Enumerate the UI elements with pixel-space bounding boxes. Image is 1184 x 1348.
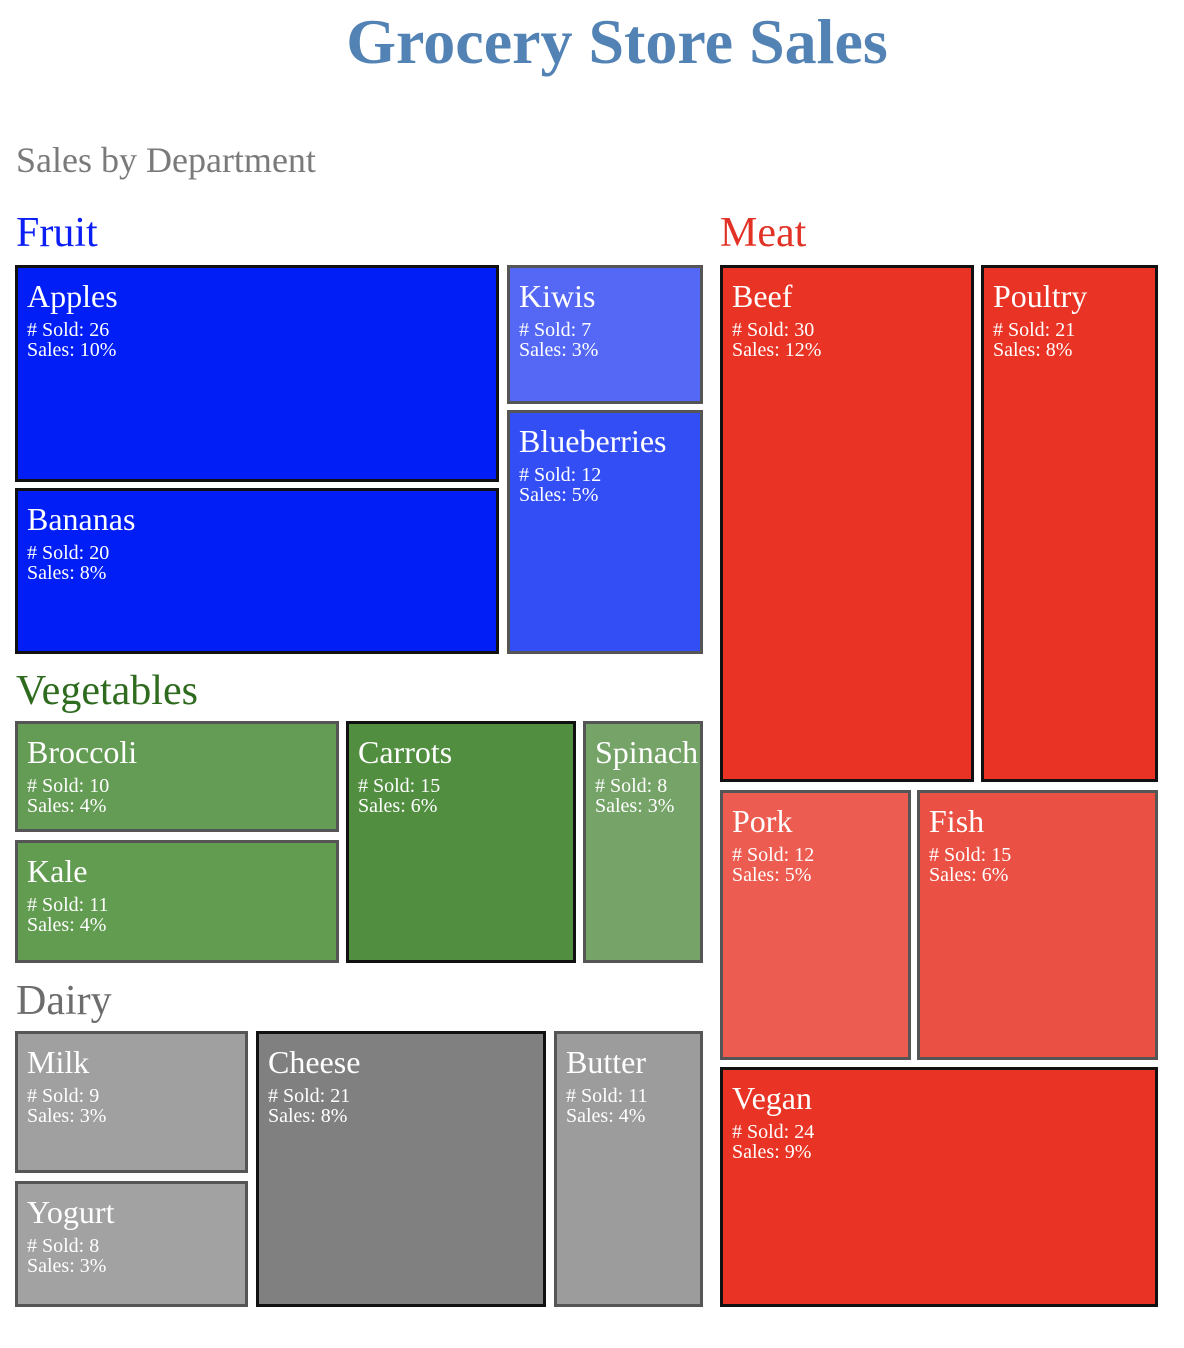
cell-sales-percent: Sales: 9% [732,1141,812,1163]
treemap-cell-spinach[interactable]: Spinach # Sold: 8 Sales: 3% [583,721,703,963]
cell-label: Fish [929,803,985,839]
cell-sales-percent: Sales: 8% [27,562,107,584]
cell-sold-count: # Sold: 11 [566,1085,648,1107]
cell-label: Vegan [732,1080,812,1116]
cell-sold-count: # Sold: 11 [27,894,109,916]
cell-label: Cheese [268,1044,361,1080]
cell-label: Apples [27,278,118,314]
cell-sales-percent: Sales: 4% [566,1105,646,1127]
cell-sales-percent: Sales: 6% [929,864,1009,886]
treemap-cell-yogurt[interactable]: Yogurt # Sold: 8 Sales: 3% [15,1181,248,1307]
cell-sales-percent: Sales: 5% [732,864,812,886]
cell-sold-count: # Sold: 21 [268,1085,351,1107]
treemap-cell-fish[interactable]: Fish # Sold: 15 Sales: 6% [917,790,1158,1060]
treemap-cell-kale[interactable]: Kale # Sold: 11 Sales: 4% [15,840,339,963]
cell-sold-count: # Sold: 8 [595,775,668,797]
cell-sales-percent: Sales: 3% [27,1105,107,1127]
cell-label: Broccoli [27,734,138,770]
cell-sold-count: # Sold: 9 [27,1085,100,1107]
cell-label: Kale [27,853,88,889]
cell-label: Bananas [27,501,136,537]
treemap-cell-cheese[interactable]: Cheese # Sold: 21 Sales: 8% [256,1031,546,1307]
cell-label: Butter [566,1044,646,1080]
cell-label: Yogurt [27,1194,115,1230]
treemap-cell-milk[interactable]: Milk # Sold: 9 Sales: 3% [15,1031,248,1173]
treemap-cell-apples[interactable]: Apples # Sold: 26 Sales: 10% [15,265,499,482]
cell-sold-count: # Sold: 21 [993,319,1076,341]
treemap-cell-beef[interactable]: Beef # Sold: 30 Sales: 12% [720,265,974,782]
cell-sold-count: # Sold: 20 [27,542,110,564]
cell-sold-count: # Sold: 7 [519,319,592,341]
group-label-vegetables: Vegetables [16,668,198,714]
cell-label: Kiwis [519,278,596,314]
cell-sold-count: # Sold: 10 [27,775,110,797]
treemap-cell-poultry[interactable]: Poultry # Sold: 21 Sales: 8% [981,265,1158,782]
treemap-cell-blueberries[interactable]: Blueberries # Sold: 12 Sales: 5% [507,410,703,654]
cell-sales-percent: Sales: 4% [27,795,107,817]
cell-label: Spinach [595,734,699,770]
cell-sales-percent: Sales: 6% [358,795,438,817]
cell-sales-percent: Sales: 3% [519,339,599,361]
cell-sales-percent: Sales: 10% [27,339,117,361]
group-label-dairy: Dairy [16,978,112,1024]
cell-sales-percent: Sales: 12% [732,339,822,361]
cell-sold-count: # Sold: 30 [732,319,815,341]
cell-sold-count: # Sold: 24 [732,1121,815,1143]
cell-sold-count: # Sold: 15 [929,844,1012,866]
cell-sold-count: # Sold: 12 [732,844,815,866]
cell-sold-count: # Sold: 8 [27,1235,100,1257]
treemap-cell-bananas[interactable]: Bananas # Sold: 20 Sales: 8% [15,488,499,654]
cell-label: Blueberries [519,423,667,459]
cell-sales-percent: Sales: 3% [595,795,675,817]
cell-label: Milk [27,1044,90,1080]
cell-sales-percent: Sales: 4% [27,914,107,936]
cell-sold-count: # Sold: 15 [358,775,441,797]
group-label-meat: Meat [720,210,807,256]
treemap-cell-broccoli[interactable]: Broccoli # Sold: 10 Sales: 4% [15,721,339,832]
cell-label: Poultry [993,278,1088,314]
cell-label: Beef [732,278,793,314]
group-label-fruit: Fruit [16,210,98,256]
treemap-cell-butter[interactable]: Butter # Sold: 11 Sales: 4% [554,1031,703,1307]
cell-sold-count: # Sold: 26 [27,319,110,341]
cell-sold-count: # Sold: 12 [519,464,602,486]
treemap-cell-pork[interactable]: Pork # Sold: 12 Sales: 5% [720,790,911,1060]
cell-label: Carrots [358,734,453,770]
chart-title: Grocery Store Sales [346,6,888,77]
treemap-cell-vegan[interactable]: Vegan # Sold: 24 Sales: 9% [720,1067,1158,1307]
cell-sales-percent: Sales: 8% [268,1105,348,1127]
treemap-cell-kiwis[interactable]: Kiwis # Sold: 7 Sales: 3% [507,265,703,404]
treemap-cell-carrots[interactable]: Carrots # Sold: 15 Sales: 6% [346,721,576,963]
cell-sales-percent: Sales: 5% [519,484,599,506]
cell-sales-percent: Sales: 3% [27,1255,107,1277]
chart-subtitle: Sales by Department [16,140,316,180]
cell-sales-percent: Sales: 8% [993,339,1073,361]
cell-label: Pork [732,803,793,839]
